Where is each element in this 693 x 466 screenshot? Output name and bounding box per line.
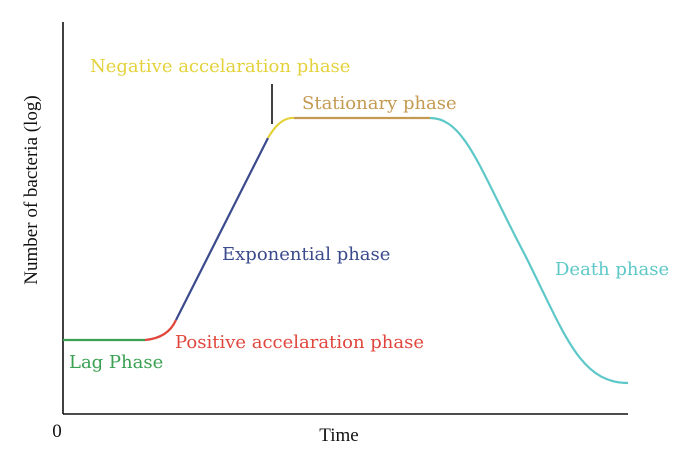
label-positive-acceleration: Positive accelaration phase (175, 332, 424, 353)
exponential-phase-segment (175, 137, 269, 321)
label-death: Death phase (555, 259, 669, 280)
x-axis-title: Time (319, 425, 358, 446)
label-stationary: Stationary phase (302, 93, 457, 114)
positive-acceleration-segment (144, 319, 178, 342)
label-lag: Lag Phase (69, 352, 163, 373)
label-exponential: Exponential phase (222, 244, 390, 265)
label-negative-acceleration: Negative accelaration phase (90, 56, 350, 77)
death-phase-segment (429, 116, 629, 385)
origin-label: 0 (52, 421, 62, 442)
y-axis-title: Number of bacteria (log) (21, 95, 42, 284)
negative-acceleration-segment (267, 116, 295, 139)
